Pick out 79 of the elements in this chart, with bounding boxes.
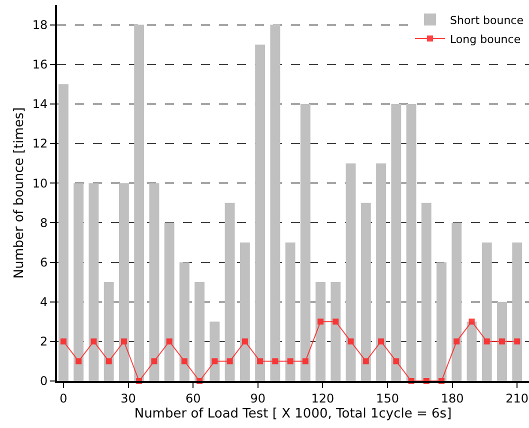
bar	[300, 104, 310, 381]
bar	[391, 104, 402, 381]
bar	[104, 282, 114, 381]
x-tick-label: 30	[120, 391, 136, 406]
legend-label: Short bounce	[450, 14, 524, 27]
bar	[58, 84, 68, 381]
y-tick-label: 2	[40, 334, 48, 349]
point	[242, 338, 248, 344]
y-axis-title: Number of bounce [times]	[12, 107, 27, 279]
bar	[134, 24, 144, 381]
bar	[330, 282, 341, 381]
point	[318, 318, 324, 325]
bar	[512, 242, 522, 381]
y-tick-label: 12	[32, 136, 48, 151]
x-tick-label: 90	[250, 391, 266, 406]
bar	[376, 163, 386, 381]
point	[514, 338, 520, 344]
x-axis-title: Number of Load Test [ X 1000, Total 1cycle = 6s]	[134, 406, 452, 422]
bar	[452, 222, 462, 381]
bar	[194, 282, 205, 381]
bar	[497, 302, 507, 381]
point	[362, 358, 369, 364]
point	[332, 318, 339, 325]
y-tick-label: 10	[32, 176, 48, 190]
bar	[406, 104, 416, 381]
point	[212, 358, 218, 364]
bar	[119, 183, 129, 381]
x-tick-label: 0	[60, 391, 68, 406]
bar	[270, 24, 280, 381]
point	[393, 358, 400, 364]
y-tick-label: 0	[40, 374, 48, 388]
y-tick-label: 18	[32, 18, 48, 32]
x-tick-label: 210	[506, 391, 529, 406]
point	[257, 358, 264, 364]
bar	[285, 242, 296, 381]
point	[90, 338, 97, 344]
y-tick-label: 8	[40, 216, 48, 230]
bar	[436, 262, 446, 381]
point	[120, 338, 127, 344]
point	[60, 338, 66, 344]
x-tick-label: 120	[311, 391, 334, 406]
point	[151, 358, 158, 364]
point	[454, 338, 460, 344]
bar	[482, 242, 492, 381]
y-tick-label: 6	[40, 255, 48, 270]
bar	[149, 183, 160, 381]
bar	[179, 262, 190, 381]
y-tick-label: 4	[40, 295, 48, 310]
y-tick-label: 14	[32, 97, 48, 112]
point	[468, 318, 475, 325]
bar	[316, 282, 326, 381]
point	[181, 358, 188, 364]
point	[484, 338, 490, 344]
x-tick-label: 180	[440, 391, 464, 406]
bar	[210, 322, 220, 381]
point	[166, 338, 172, 344]
bar	[466, 322, 477, 381]
x-tick-label: 150	[376, 391, 399, 406]
bar	[346, 163, 356, 381]
bar	[255, 44, 266, 381]
point	[226, 358, 233, 364]
bar	[74, 183, 84, 381]
bar	[164, 222, 174, 381]
point	[302, 358, 308, 364]
bar	[88, 183, 99, 381]
bar	[240, 242, 250, 381]
bar	[360, 202, 371, 381]
bar	[224, 202, 235, 381]
point	[378, 338, 384, 344]
point	[287, 358, 294, 364]
y-tick-label: 16	[32, 58, 48, 72]
point	[348, 338, 354, 344]
legend-label: Long bounce	[450, 32, 521, 46]
bar	[421, 202, 432, 381]
point	[106, 358, 112, 364]
point	[272, 358, 278, 364]
point	[499, 338, 505, 344]
x-tick-label: 60	[185, 391, 201, 406]
point	[76, 358, 82, 364]
